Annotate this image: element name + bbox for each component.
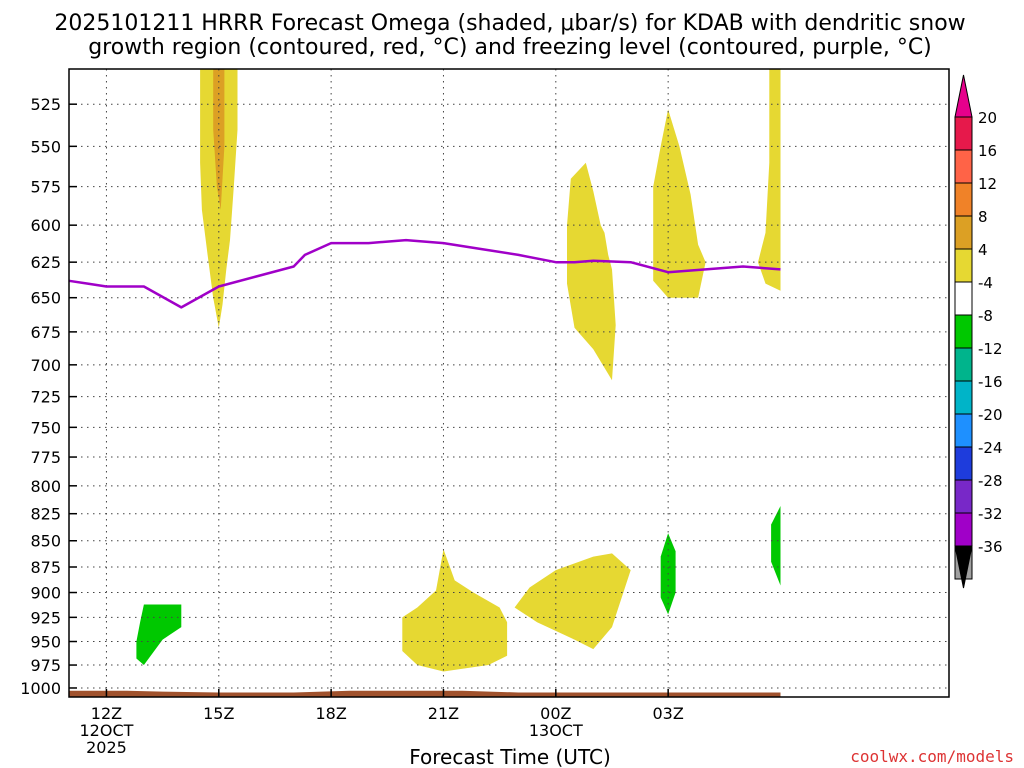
omega-4-8-0430z <box>758 69 781 291</box>
x-tick-label: 12Z <box>91 704 122 723</box>
y-tick-label: 725 <box>30 388 61 407</box>
x-tick-label: 21Z <box>428 704 459 723</box>
x-tick-label: 15Z <box>203 704 234 723</box>
colorbar-swatch <box>954 446 973 481</box>
colorbar-swatch <box>954 215 973 250</box>
y-tick-label: 825 <box>30 505 61 524</box>
omega-4-8-1500z <box>200 69 238 328</box>
omega-8-12-1500z <box>213 69 225 210</box>
omega-shaded-regions <box>69 69 781 697</box>
omega-neg4-neg8-1400z <box>136 604 182 665</box>
colorbar-label: -20 <box>978 406 1003 424</box>
colorbar-label: -4 <box>978 274 993 292</box>
y-tick-label: 875 <box>30 558 61 577</box>
y-tick-label: 600 <box>30 216 61 235</box>
chart-title-line-2: growth region (contoured, red, °C) and f… <box>88 35 932 60</box>
y-tick-label: 675 <box>30 323 61 342</box>
y-tick-label: 750 <box>30 418 61 437</box>
y-tick-label: 850 <box>30 532 61 551</box>
x-tick-date: 12OCT <box>79 721 133 740</box>
colorbar-bottom-arrow <box>954 545 973 589</box>
pressure-axis: 525 550 575 600 625 650 675 700 725 750 775 800 825 8… <box>20 95 77 698</box>
y-tick-label: 550 <box>30 137 61 156</box>
colorbar-label: -32 <box>978 505 1003 523</box>
omega-4-8-0000z <box>567 162 616 381</box>
omega-colorbar: 20 16 12 8 4 -4 -8 -12 -16 -20 -24 -28 -32 -36 <box>954 74 1003 589</box>
colorbar-swatch <box>954 413 973 448</box>
colorbar-swatch <box>954 116 973 151</box>
y-tick-label: 625 <box>30 253 61 272</box>
omega-4-8-0300z <box>653 109 706 298</box>
colorbar-label: 20 <box>978 109 997 127</box>
colorbar-swatch <box>954 314 973 349</box>
x-tick-label: 18Z <box>315 704 346 723</box>
y-tick-label: 575 <box>30 178 61 197</box>
colorbar-top-arrow <box>954 74 973 118</box>
omega-neg4-neg8-0430z <box>771 506 781 586</box>
x-axis-label: Forecast Time (UTC) <box>409 745 611 768</box>
colorbar-swatch <box>954 281 973 316</box>
colorbar-label: -24 <box>978 439 1003 457</box>
surface-terrain <box>69 690 781 697</box>
y-tick-label: 800 <box>30 477 61 496</box>
colorbar-swatch <box>954 347 973 382</box>
colorbar-label: -12 <box>978 340 1003 358</box>
colorbar-label: 8 <box>978 208 988 226</box>
y-tick-label: 1000 <box>20 679 61 698</box>
colorbar-label: 4 <box>978 241 988 259</box>
colorbar-swatch <box>954 380 973 415</box>
y-tick-label: 950 <box>30 633 61 652</box>
chart-title-line-1: 2025101211 HRRR Forecast Omega (shaded, … <box>54 11 965 36</box>
contour-lines <box>68 238 781 309</box>
y-tick-label: 975 <box>30 656 61 675</box>
colorbar-swatch <box>954 149 973 184</box>
x-tick-year: 2025 <box>86 738 127 757</box>
y-tick-label: 925 <box>30 608 61 627</box>
y-tick-label: 525 <box>30 95 61 114</box>
y-tick-label: 650 <box>30 289 61 308</box>
y-tick-label: 775 <box>30 448 61 467</box>
colorbar-label: -16 <box>978 373 1003 391</box>
colorbar-label: -36 <box>978 538 1003 556</box>
x-tick-label: 03Z <box>652 704 683 723</box>
freezing-level-line <box>68 238 781 309</box>
x-tick-date: 13OCT <box>529 721 583 740</box>
colorbar-swatch <box>954 248 973 283</box>
colorbar-swatch <box>954 479 973 514</box>
y-tick-label: 700 <box>30 356 61 375</box>
dotted-grid <box>69 69 949 697</box>
colorbar-swatch <box>954 182 973 217</box>
site-credit: coolwx.com/models <box>850 747 1014 766</box>
colorbar-label: -8 <box>978 307 993 325</box>
y-tick-label: 900 <box>30 584 61 603</box>
omega-4-8-0100z <box>514 553 631 650</box>
colorbar-label: -28 <box>978 472 1003 490</box>
colorbar-label: 12 <box>978 175 997 193</box>
colorbar-swatch <box>954 512 973 547</box>
colorbar-label: 16 <box>978 142 997 160</box>
plot-frame <box>68 68 950 698</box>
omega-4-8-2100z <box>402 549 508 672</box>
x-tick-label: 00Z <box>540 704 571 723</box>
